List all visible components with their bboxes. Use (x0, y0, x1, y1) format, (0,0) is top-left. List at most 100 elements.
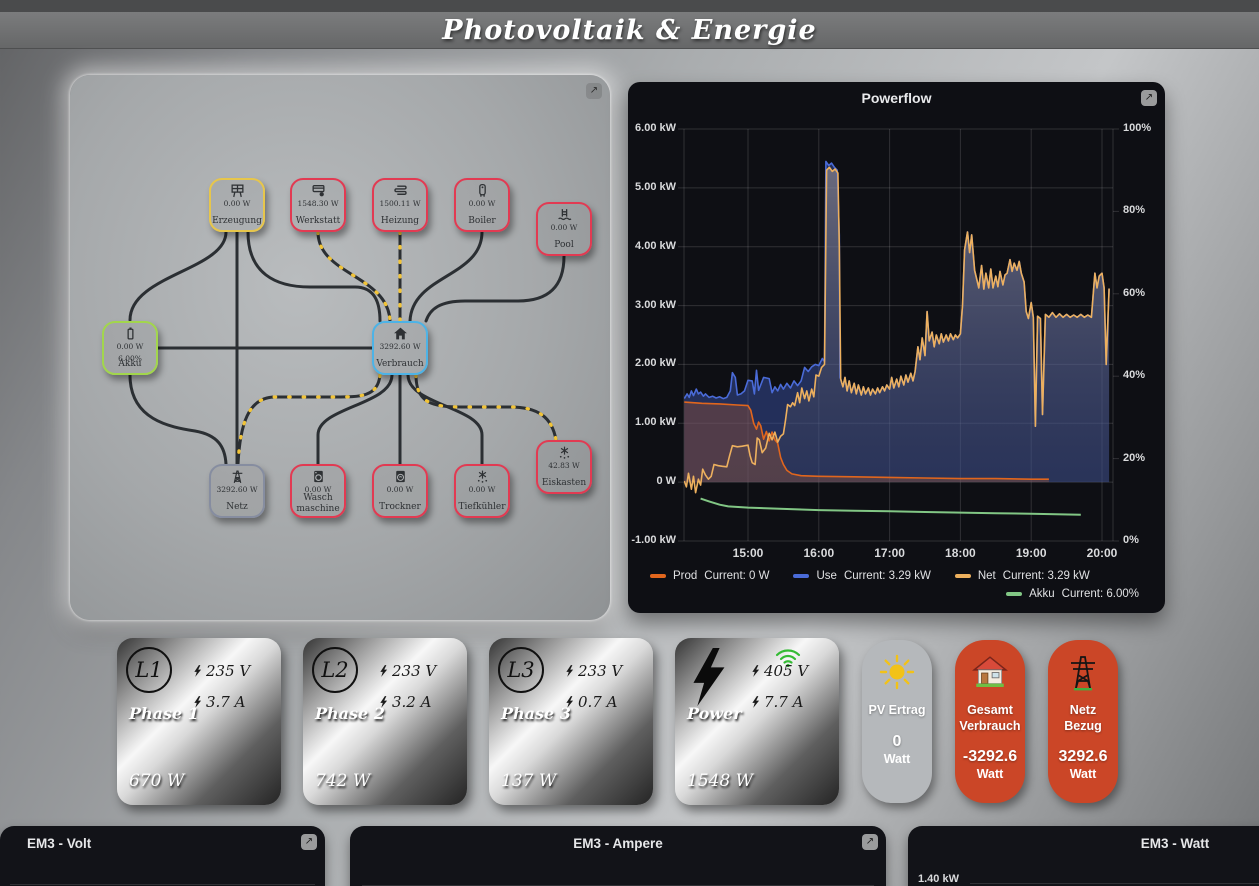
legend-item-prod[interactable]: Prod Current: 0 W (650, 570, 769, 582)
phase-badge: L3 (498, 647, 544, 693)
node-value: 0.00 W (468, 199, 496, 208)
axis-tick-label: 5.00 kW (635, 180, 676, 193)
battery-icon (123, 326, 138, 341)
house-icon (971, 653, 1009, 691)
legend-name: Akku (1029, 588, 1055, 600)
bolt-icon (752, 665, 760, 677)
legend-name: Use (816, 570, 837, 582)
axis-tick-label: 4.00 kW (635, 239, 676, 252)
node-value: 1548.30 W (297, 199, 339, 208)
legend-name: Net (977, 570, 996, 582)
lightning-bolt-icon (693, 647, 725, 707)
bolt-icon (380, 665, 388, 677)
node-heizung[interactable]: 1500.11 W Heizung (372, 178, 428, 232)
axis-tick-label: 0% (1123, 534, 1139, 546)
node-netz[interactable]: 3292.60 W Netz (209, 464, 265, 518)
phase-volt: 233 V (578, 662, 623, 680)
diagram-wires (128, 230, 566, 466)
powerflow-plot[interactable] (628, 82, 1165, 613)
pill-value: 0 (892, 732, 902, 750)
node-boiler[interactable]: 0.00 W Boiler (454, 178, 510, 232)
power-card[interactable]: 405 V 7.7 A Power 1548 W (675, 638, 839, 805)
axis-tick-label: 20% (1123, 451, 1146, 464)
bolt-icon (380, 696, 388, 708)
node-value: 0.00 W (116, 342, 144, 351)
pill-unit: Watt (883, 751, 911, 766)
node-waschmaschine[interactable]: 0.00 W Wasch maschine (290, 464, 346, 518)
node-erzeugung[interactable]: 0.00 W Erzeugung (209, 178, 265, 232)
phase-2-card[interactable]: L2 233 V 3.2 A Phase 2 742 W (303, 638, 467, 805)
em3-ampere-panel: EM3 - Ampere ↗ (350, 826, 886, 886)
top-strip (0, 0, 1259, 12)
axis-tick-label: 100% (1123, 122, 1152, 134)
expand-icon[interactable]: ↗ (862, 834, 878, 850)
node-label: Erzeugung (212, 215, 262, 226)
axis-tick-label: 0 W (656, 475, 676, 488)
expand-icon[interactable]: ↗ (301, 834, 317, 850)
phase-volt: 405 V (764, 662, 809, 680)
phase-badge-label: L2 (321, 658, 349, 682)
pill-title: Gesamt Verbrauch (959, 703, 1021, 733)
legend-item-net[interactable]: Net Current: 3.29 kW (954, 570, 1090, 582)
node-eiskasten[interactable]: 42.83 W Eiskasten (536, 440, 592, 494)
axis-tick-label: 3.00 kW (635, 298, 676, 311)
node-label: Akku (118, 358, 142, 369)
node-werkstatt[interactable]: 1548.30 W Werkstatt (290, 178, 346, 232)
chart-legend: Prod Current: 0 W Use Current: 3.29 kW Net… (628, 570, 1139, 600)
netz-bezug-card[interactable]: Netz Bezug 3292.6 Watt (1048, 640, 1118, 803)
node-value: 3292.60 W (216, 485, 258, 494)
panel-title: EM3 - Volt (27, 836, 92, 851)
phase-amp: 0.7 A (578, 693, 618, 711)
legend-swatch (793, 574, 810, 578)
legend-item-use[interactable]: Use Current: 3.29 kW (793, 570, 931, 582)
legend-name: Prod (673, 570, 698, 582)
axis-tick-label: 16:00 (803, 546, 835, 560)
pill-title: PV Ertrag (868, 703, 926, 717)
node-value: 0.00 W (223, 199, 251, 208)
axis-tick-label: 20:00 (1086, 546, 1118, 560)
phase-badge-label: L1 (135, 658, 163, 682)
node-label: Wasch maschine (296, 493, 340, 514)
water-heater-icon (475, 183, 490, 198)
node-label: Trockner (379, 501, 421, 512)
phase-3-card[interactable]: L3 233 V 0.7 A Phase 3 137 W (489, 638, 653, 805)
em3-volt-panel: EM3 - Volt ↗ (0, 826, 325, 886)
node-trockner[interactable]: 0.00 W Trockner (372, 464, 428, 518)
phase-name: Phase 2 (315, 704, 385, 723)
wifi-icon (775, 649, 801, 668)
legend-current: Current: 0 W (704, 570, 770, 582)
phase-1-card[interactable]: L1 235 V 3.7 A Phase 1 670 W (117, 638, 281, 805)
pv-ertrag-card[interactable]: PV Ertrag 0 Watt (862, 640, 932, 803)
panel-title: EM3 - Watt (1140, 836, 1210, 851)
transmission-tower-icon (1066, 653, 1100, 691)
axis-tick-label: 1.40 kW (918, 873, 959, 885)
legend-swatch (954, 574, 971, 578)
legend-current: Current: 3.29 kW (843, 570, 931, 582)
page-title: Photovoltaik & Energie (442, 14, 817, 46)
bolt-icon (194, 665, 202, 677)
node-tiefkuehler[interactable]: 0.00 W Tiefkühler (454, 464, 510, 518)
node-value: 1500.11 W (379, 199, 421, 208)
expand-icon[interactable]: ↗ (1141, 90, 1157, 106)
phase-badge-label: L3 (507, 658, 535, 682)
axis-tick-label: 2.00 kW (635, 357, 676, 370)
legend-item-akku[interactable]: Akku Current: 6.00% (1006, 588, 1139, 600)
gesamt-verbrauch-card[interactable]: Gesamt Verbrauch -3292.6 Watt (955, 640, 1025, 803)
node-label: Boiler (468, 215, 496, 226)
bolt-icon (194, 696, 202, 708)
pill-unit: Watt (1069, 767, 1097, 782)
node-akku[interactable]: 0.00 W 6.00% Akku (102, 321, 158, 375)
node-pool[interactable]: 0.00 W Pool (536, 202, 592, 256)
expand-icon[interactable]: ↗ (586, 83, 602, 99)
node-value: 3292.60 W (379, 342, 421, 351)
node-verbrauch[interactable]: 3292.60 W Verbrauch (372, 321, 428, 375)
phase-name: Phase 3 (501, 704, 571, 723)
phase-amp: 3.7 A (206, 693, 246, 711)
axis-tick-label: 17:00 (874, 546, 905, 560)
node-label: Pool (554, 239, 574, 250)
radiator-icon (393, 183, 408, 198)
node-label: Verbrauch (376, 358, 424, 369)
energy-flow-diagram-card: ↗ 0.00 W Erzeugung (70, 75, 610, 620)
pill-unit: Watt (976, 767, 1004, 782)
